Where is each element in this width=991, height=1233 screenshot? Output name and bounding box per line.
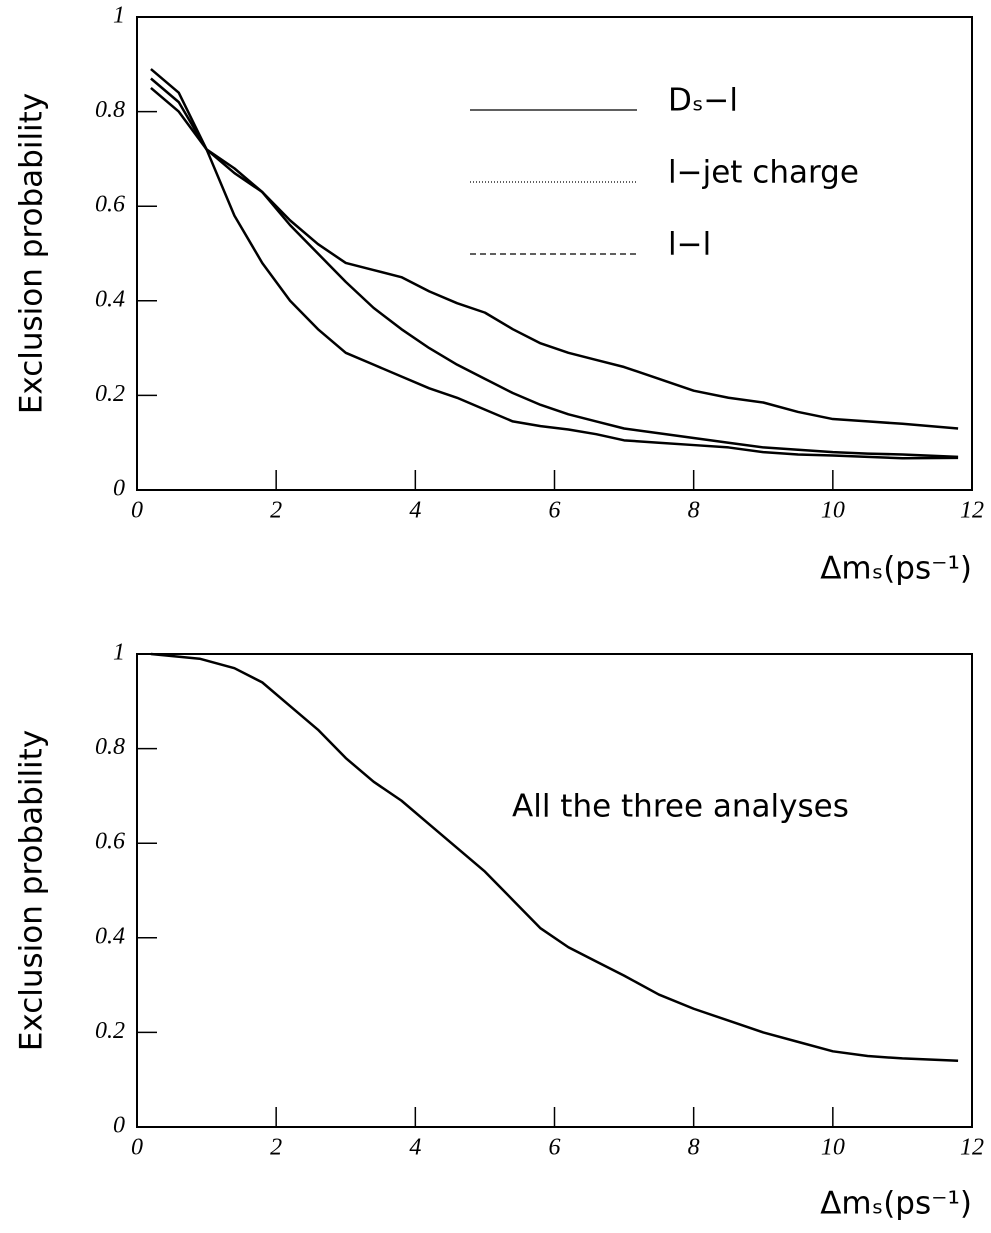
- legend-label: Dₛ−l: [668, 83, 738, 119]
- plot-frame: [136, 653, 973, 1128]
- x-tick-label: 4: [409, 498, 421, 524]
- data-line: [150, 652, 959, 1063]
- legend-label: l−jet charge: [668, 155, 859, 191]
- y-tick-label: 0.8: [95, 734, 125, 760]
- annotation: All the three analyses: [512, 789, 849, 825]
- y-tick-label: 0: [113, 476, 125, 502]
- y-tick-label: 0.4: [95, 286, 125, 312]
- data-line: [150, 86, 959, 459]
- y-axis-label: Exclusion probability: [14, 93, 50, 414]
- x-tick-label: 0: [131, 498, 143, 524]
- legend-label: l−l: [668, 227, 711, 263]
- y-tick-label: 0.4: [95, 923, 125, 949]
- y-tick-label: 0.2: [95, 1018, 125, 1044]
- x-tick-label: 2: [270, 1135, 282, 1161]
- x-tick-label: 4: [409, 1135, 421, 1161]
- y-tick-label: 0.2: [95, 381, 125, 407]
- x-tick-label: 2: [270, 498, 282, 524]
- x-axis-label: Δmₛ(ps⁻¹): [820, 1186, 972, 1222]
- y-tick-label: 1: [113, 3, 125, 29]
- x-tick-label: 10: [821, 498, 845, 524]
- x-tick-label: 8: [688, 498, 700, 524]
- x-tick-label: 12: [960, 1135, 984, 1161]
- x-tick-label: 6: [549, 1135, 561, 1161]
- x-tick-label: 10: [821, 1135, 845, 1161]
- y-tick-label: 0.6: [95, 192, 125, 218]
- data-line: [150, 68, 959, 460]
- x-axis-label: Δmₛ(ps⁻¹): [820, 551, 972, 587]
- x-tick-label: 6: [549, 498, 561, 524]
- y-axis-label: Exclusion probability: [14, 730, 50, 1051]
- y-tick-label: 0.8: [95, 97, 125, 123]
- x-tick-label: 0: [131, 1135, 143, 1161]
- y-tick-label: 0: [113, 1113, 125, 1139]
- x-tick-label: 8: [688, 1135, 700, 1161]
- x-tick-label: 12: [960, 498, 984, 524]
- y-tick-label: 0.6: [95, 829, 125, 855]
- y-tick-label: 1: [113, 640, 125, 666]
